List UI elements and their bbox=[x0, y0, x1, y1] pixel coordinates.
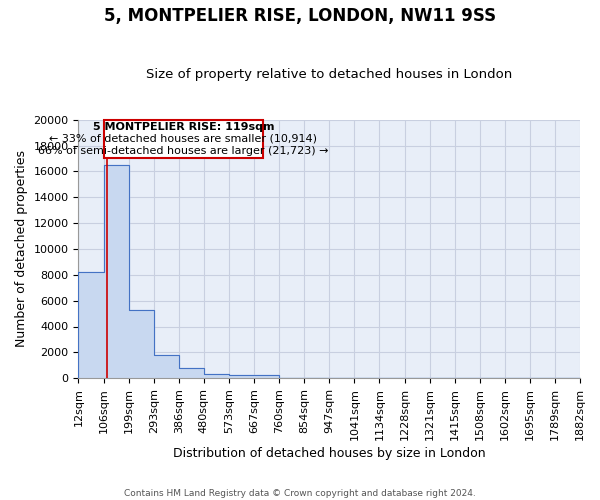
Text: 66% of semi-detached houses are larger (21,723) →: 66% of semi-detached houses are larger (… bbox=[38, 146, 329, 156]
Text: 5 MONTPELIER RISE: 119sqm: 5 MONTPELIER RISE: 119sqm bbox=[92, 122, 274, 132]
Text: ← 33% of detached houses are smaller (10,914): ← 33% of detached houses are smaller (10… bbox=[49, 134, 317, 143]
Text: 5, MONTPELIER RISE, LONDON, NW11 9SS: 5, MONTPELIER RISE, LONDON, NW11 9SS bbox=[104, 8, 496, 26]
X-axis label: Distribution of detached houses by size in London: Distribution of detached houses by size … bbox=[173, 447, 485, 460]
Y-axis label: Number of detached properties: Number of detached properties bbox=[15, 150, 28, 348]
Text: Contains HM Land Registry data © Crown copyright and database right 2024.: Contains HM Land Registry data © Crown c… bbox=[124, 488, 476, 498]
Title: Size of property relative to detached houses in London: Size of property relative to detached ho… bbox=[146, 68, 512, 81]
FancyBboxPatch shape bbox=[104, 120, 263, 158]
